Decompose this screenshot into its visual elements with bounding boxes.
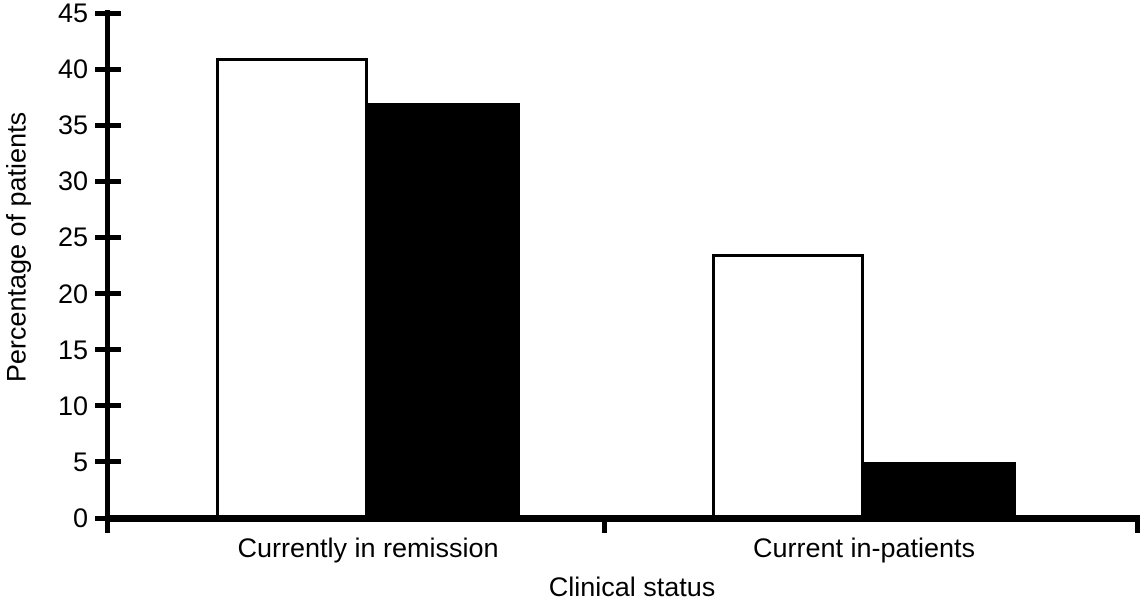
- y-tick-label-30: 30: [57, 166, 88, 197]
- bar-black-bars-current-in-patients: [864, 461, 1016, 518]
- x-axis-tick-middle: [602, 515, 607, 533]
- y-tick-label-15: 15: [57, 334, 88, 365]
- y-tick-label-5: 5: [72, 446, 88, 477]
- bar-black-bars-currently-in-remission: [368, 102, 520, 518]
- y-tick-label-45: 45: [57, 0, 88, 29]
- x-axis-line: [105, 515, 1140, 522]
- category-label-current-in-patients: Current in-patients: [752, 533, 976, 563]
- y-tick-label-20: 20: [57, 278, 88, 309]
- y-tick-label-0: 0: [72, 503, 88, 533]
- category-label-currently-in-remission: Currently in remission: [237, 533, 499, 563]
- x-axis-tick-end: [1135, 515, 1140, 533]
- bar-white-bars-currently-in-remission: [216, 57, 368, 518]
- bar-white-bars-current-in-patients: [712, 254, 864, 518]
- y-tick-label-35: 35: [57, 110, 88, 141]
- x-axis-title: Clinical status: [548, 572, 716, 602]
- y-tick-label-40: 40: [57, 54, 88, 85]
- y-axis-line: [105, 10, 110, 533]
- y-tick-label-25: 25: [57, 222, 88, 253]
- y-tick-label-10: 10: [57, 390, 88, 421]
